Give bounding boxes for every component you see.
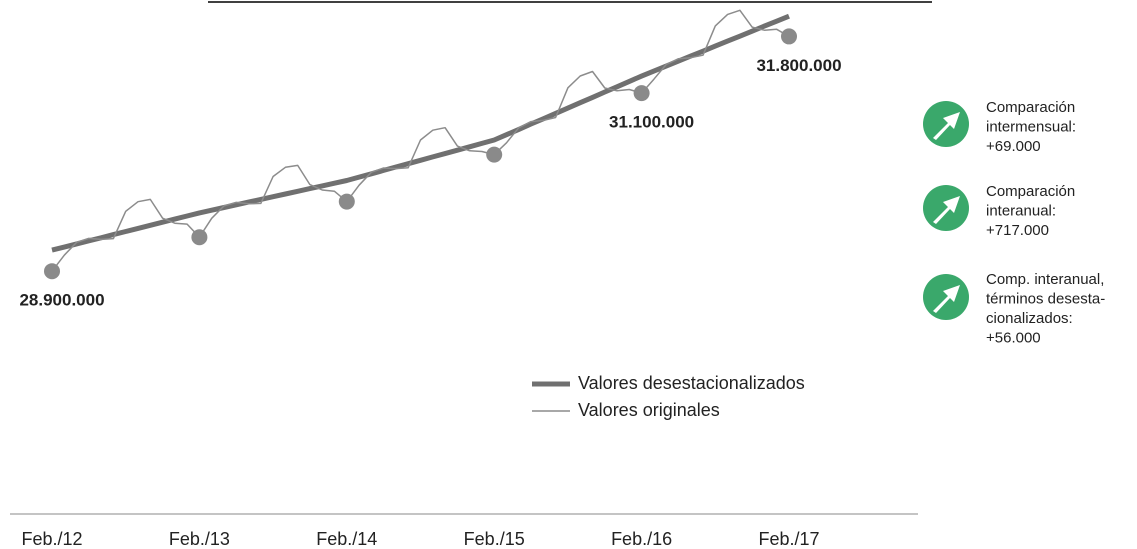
data-point <box>781 28 797 45</box>
x-tick-label: Feb./14 <box>316 529 377 549</box>
x-tick-label: Feb./13 <box>169 529 230 549</box>
x-tick-label: Feb./17 <box>758 529 819 549</box>
x-tick-label: Feb./12 <box>21 529 82 549</box>
data-point <box>633 85 650 102</box>
x-tick-label: Feb./16 <box>611 529 672 549</box>
x-tick-label: Feb./15 <box>464 529 525 549</box>
data-point <box>486 146 503 163</box>
side-note: Comparación <box>986 99 1075 116</box>
side-note: términos desesta- <box>986 290 1105 307</box>
side-note: +69.000 <box>986 138 1041 155</box>
data-label: 28.900.000 <box>19 291 104 310</box>
data-point <box>338 193 355 210</box>
icon <box>923 274 969 320</box>
side-note: +717.000 <box>986 222 1049 239</box>
side-note: Comparación <box>986 183 1075 200</box>
series-line <box>51 9 790 272</box>
side-note: +56.000 <box>986 329 1041 346</box>
data-label: 31.800.000 <box>756 56 841 75</box>
side-note: Comp. interanual, <box>986 271 1104 288</box>
side-note: cionalizados: <box>986 310 1073 327</box>
data-point <box>191 229 208 246</box>
data-label: 31.100.000 <box>609 113 694 132</box>
legend-label: Valores originales <box>578 400 720 420</box>
legend-label: Valores desestacionalizados <box>578 373 805 393</box>
icon <box>923 101 969 147</box>
side-note: interanual: <box>986 202 1056 219</box>
data-point <box>44 263 60 280</box>
icon <box>923 185 969 231</box>
series-line <box>51 13 790 253</box>
side-note: intermensual: <box>986 118 1076 135</box>
